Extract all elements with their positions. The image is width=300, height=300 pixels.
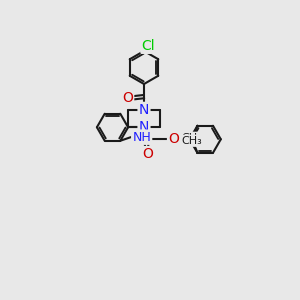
Text: NH: NH bbox=[132, 131, 151, 144]
Text: O: O bbox=[168, 132, 179, 146]
Text: O: O bbox=[122, 91, 133, 105]
Text: N: N bbox=[139, 120, 149, 134]
Text: Cl: Cl bbox=[142, 39, 155, 52]
Text: O: O bbox=[142, 147, 153, 161]
Text: N: N bbox=[139, 103, 149, 117]
Text: CH₃: CH₃ bbox=[181, 136, 202, 146]
Text: CH₃: CH₃ bbox=[181, 133, 202, 143]
